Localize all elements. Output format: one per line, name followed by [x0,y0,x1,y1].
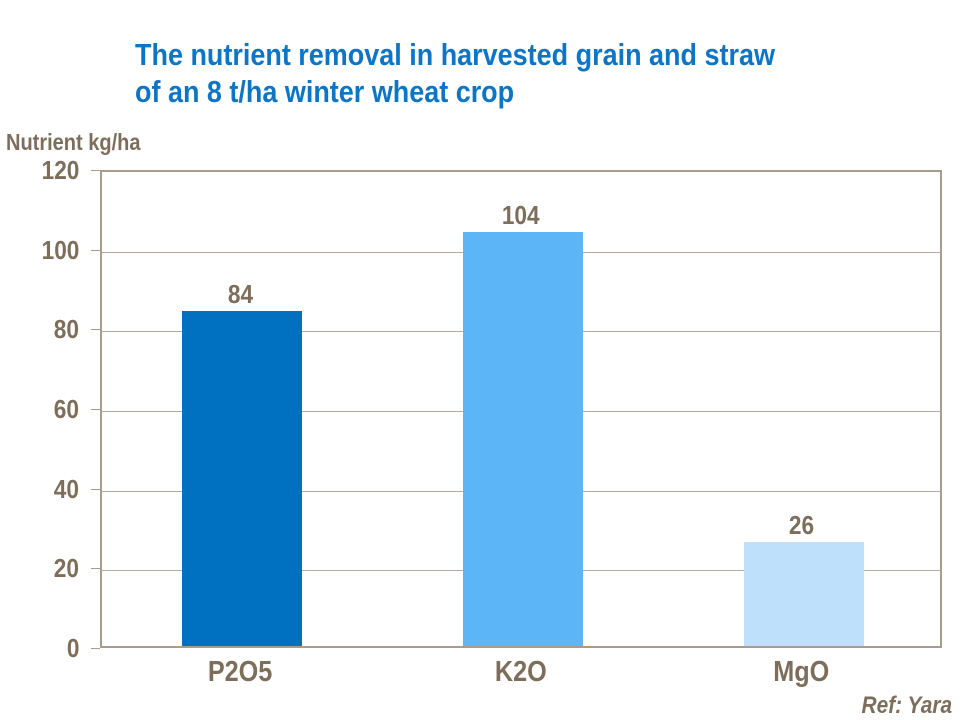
y-tick-label-text: 120 [41,155,79,185]
y-tick-label-20: 20 [0,553,79,583]
y-axis-tick-mark-40 [91,488,100,490]
y-tick-label-text: 100 [41,234,79,265]
bar-p2o5 [182,311,303,646]
value-label-p2o5: 84 [160,280,320,308]
y-tick-label-text: 20 [53,553,79,584]
value-label-k2o: 104 [441,201,601,229]
chart-title-line-2: of an 8 t/ha winter wheat crop [135,74,515,109]
category-label-p2o5: P2O5 [140,656,340,688]
value-label-text: 84 [227,279,253,310]
y-tick-label-0: 0 [0,633,79,663]
reference-note: Ref: Yara [861,692,952,719]
value-label-mgo: 26 [722,511,882,539]
category-label-text: MgO [773,656,830,688]
value-label-text: 104 [502,199,540,230]
y-tick-label-text: 60 [53,394,79,424]
y-axis-tick-mark-100 [91,249,100,251]
y-axis-tick-mark-60 [91,409,100,410]
y-tick-label-text: 0 [66,633,79,663]
chart-title: The nutrient removal in harvested grain … [135,36,871,110]
y-tick-label-text: 80 [53,314,79,345]
plot-area [100,170,942,648]
y-tick-label-100: 100 [0,235,79,265]
y-axis-tick-mark-0 [91,648,100,649]
y-tick-label-80: 80 [0,314,79,344]
y-tick-label-60: 60 [0,394,79,424]
value-label-text: 26 [789,510,815,541]
y-tick-label-120: 120 [0,155,79,185]
y-tick-label-40: 40 [0,474,79,504]
chart-title-line-1: The nutrient removal in harvested grain … [135,37,775,72]
bar-mgo [743,542,864,646]
category-label-text: P2O5 [208,656,273,688]
y-axis-tick-mark-80 [91,329,100,331]
y-axis-tick-mark-20 [91,568,100,570]
y-tick-label-text: 40 [53,473,79,504]
category-label-mgo: MgO [702,656,902,688]
category-label-text: K2O [495,656,547,688]
y-axis-tick-mark-120 [91,170,100,171]
bar-k2o [463,231,583,646]
category-label-k2o: K2O [421,656,621,688]
y-axis-title: Nutrient kg/ha [6,129,141,155]
